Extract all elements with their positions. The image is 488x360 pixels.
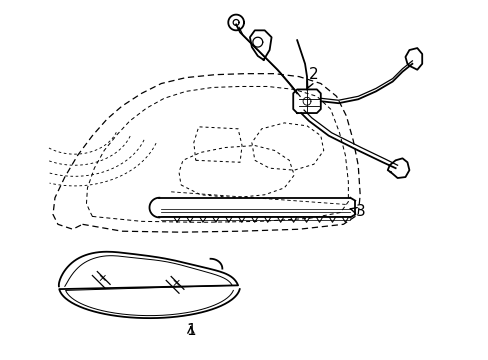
Text: 1: 1 <box>185 323 195 338</box>
Text: 2: 2 <box>307 67 318 88</box>
Text: 3: 3 <box>349 204 365 219</box>
